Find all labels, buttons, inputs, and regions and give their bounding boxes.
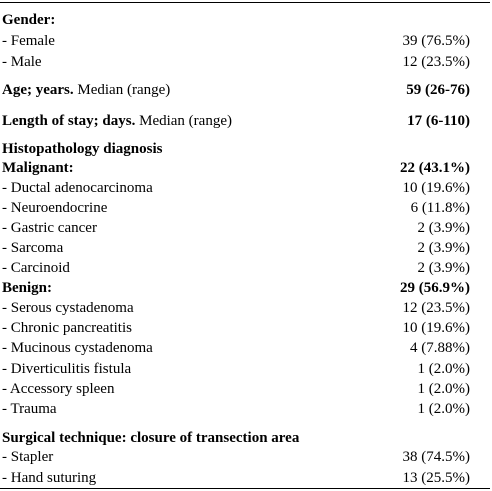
row-label-cell: Malignant:: [2, 158, 74, 178]
row-label-cell: - Diverticulitis fistula: [2, 359, 131, 379]
row-label: - Carcinoid: [2, 260, 70, 276]
row-label-cell: Length of stay; days. Median (range): [2, 111, 232, 131]
row-label-cell: - Neuroendocrine: [2, 198, 107, 218]
row-label-cell: Gender:: [2, 10, 55, 30]
table-row: Benign: 29 (56.9%): [0, 278, 492, 298]
row-value: 12 (23.5%): [402, 54, 471, 70]
row-value: 1 (2.0%): [417, 361, 471, 377]
row-value: 10 (19.6%): [402, 180, 471, 196]
table-row: Gender:: [0, 10, 492, 30]
row-label-cell: Age; years. Median (range): [2, 80, 170, 100]
row-label: - Diverticulitis fistula: [2, 361, 132, 377]
row-label-cell: - Female: [2, 31, 55, 51]
table-row: Surgical technique: closure of transecti…: [0, 428, 492, 448]
row-label: Surgical technique: closure of transecti…: [2, 430, 300, 446]
table-row: - Neuroendocrine 6 (11.8%): [0, 198, 492, 218]
table-row: - Female 39 (76.5%): [0, 31, 492, 51]
row-label: - Neuroendocrine: [2, 200, 108, 216]
top-rule: [0, 2, 490, 3]
row-label-cell: - Mucinous cystadenoma: [2, 338, 153, 358]
table-row: Length of stay; days. Median (range) 17 (…: [0, 111, 492, 131]
row-label-cell: - Accessory spleen: [2, 379, 114, 399]
row-label: Gender:: [2, 12, 56, 28]
row-value: 29 (56.9%): [400, 280, 470, 296]
row-value: 38 (74.5%): [402, 449, 471, 465]
row-label: Malignant:: [2, 160, 74, 176]
table-row: - Stapler 38 (74.5%): [0, 447, 492, 467]
row-value: 39 (76.5%): [402, 33, 471, 49]
bottom-rule: [0, 488, 490, 489]
row-note: Median (range): [73, 82, 171, 98]
row-label: Length of stay; days.: [2, 113, 136, 129]
row-label: - Sarcoma: [2, 240, 64, 256]
row-label: - Male: [2, 54, 42, 70]
table-row: - Diverticulitis fistula 1 (2.0%): [0, 359, 492, 379]
row-label: - Female: [2, 33, 55, 49]
row-label-cell: Surgical technique: closure of transecti…: [2, 428, 299, 448]
row-value: 2 (3.9%): [417, 260, 471, 276]
table-row: - Trauma 1 (2.0%): [0, 399, 492, 419]
table-row: - Male 12 (23.5%): [0, 52, 492, 72]
row-value: 12 (23.5%): [402, 300, 471, 316]
row-value: 2 (3.9%): [417, 240, 471, 256]
row-label-cell: Histopathology diagnosis: [2, 139, 162, 159]
row-label-cell: - Serous cystadenoma: [2, 298, 134, 318]
row-label-cell: - Sarcoma: [2, 238, 63, 258]
table-row: Age; years. Median (range) 59 (26-76): [0, 80, 492, 100]
table-row: - Carcinoid 2 (3.9%): [0, 258, 492, 278]
row-value: 1 (2.0%): [417, 381, 471, 397]
row-value: 2 (3.9%): [417, 220, 471, 236]
row-value: 6 (11.8%): [410, 200, 470, 216]
row-value: 22 (43.1%): [400, 160, 470, 176]
row-value: 17 (6-110): [407, 113, 470, 129]
row-label-cell: - Chronic pancreatitis: [2, 318, 132, 338]
row-label: - Accessory spleen: [2, 381, 115, 397]
row-label: Histopathology diagnosis: [2, 141, 163, 157]
row-value: 4 (7.88%): [410, 340, 470, 356]
row-label-cell: - Gastric cancer: [2, 218, 97, 238]
row-value: 10 (19.6%): [402, 320, 471, 336]
row-label-cell: - Ductal adenocarcinoma: [2, 178, 153, 198]
table-row: - Gastric cancer 2 (3.9%): [0, 218, 492, 238]
row-label: - Trauma: [2, 401, 57, 417]
row-label: - Stapler: [2, 449, 54, 465]
row-label: - Gastric cancer: [2, 220, 97, 236]
row-label-cell: - Hand suturing: [2, 468, 96, 488]
table-row: - Hand suturing 13 (25.5%): [0, 468, 492, 488]
row-label-cell: - Male: [2, 52, 42, 72]
table-row: - Ductal adenocarcinoma 10 (19.6%): [0, 178, 492, 198]
row-label: Benign:: [2, 280, 53, 296]
row-value: 1 (2.0%): [417, 401, 471, 417]
row-label: Age; years.: [2, 82, 74, 98]
table-row: - Mucinous cystadenoma 4 (7.88%): [0, 338, 492, 358]
table-row: - Sarcoma 2 (3.9%): [0, 238, 492, 258]
row-label: - Serous cystadenoma: [2, 300, 134, 316]
row-label: - Ductal adenocarcinoma: [2, 180, 153, 196]
row-label-cell: - Trauma: [2, 399, 57, 419]
row-value: 13 (25.5%): [402, 470, 471, 486]
table-row: Malignant: 22 (43.1%): [0, 158, 492, 178]
row-value: 59 (26-76): [406, 82, 470, 98]
table-row: - Serous cystadenoma 12 (23.5%): [0, 298, 492, 318]
table-row: - Accessory spleen 1 (2.0%): [0, 379, 492, 399]
row-label-cell: - Carcinoid: [2, 258, 70, 278]
row-note: Median (range): [135, 113, 232, 129]
row-label: - Chronic pancreatitis: [2, 320, 132, 336]
row-label-cell: - Stapler: [2, 447, 53, 467]
table-row: Histopathology diagnosis: [0, 139, 492, 159]
table-row: - Chronic pancreatitis 10 (19.6%): [0, 318, 492, 338]
row-label: - Hand suturing: [2, 470, 97, 486]
row-label: - Mucinous cystadenoma: [2, 340, 153, 356]
row-label-cell: Benign:: [2, 278, 52, 298]
